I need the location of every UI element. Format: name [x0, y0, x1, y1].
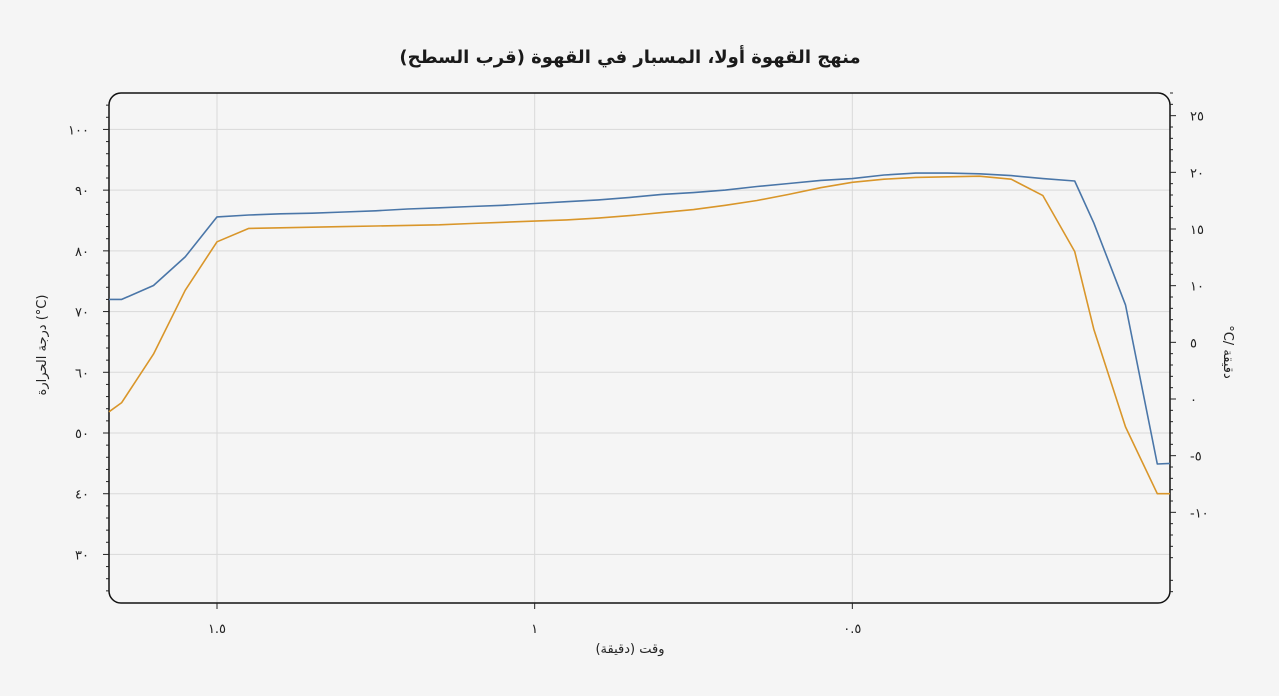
y-tick-label: ٤٠ [75, 488, 89, 503]
y2-tick-label: ١٥ [1190, 223, 1204, 238]
y2-tick-label: ٠ [1190, 393, 1197, 408]
y-axis-label: درجة الحرارة (°C) [35, 295, 50, 396]
y2-axis-label: °C/ دقيقة [1220, 325, 1235, 379]
chart-title: منهج القهوة أولا، المسبار في القهوة (قرب… [399, 45, 860, 68]
x-tick-label: ١ [531, 622, 538, 637]
y-tick-label: ٩٠ [75, 184, 89, 199]
y2-tick-label: ٢٠ [1190, 166, 1204, 181]
y2-tick-label: -٥ [1190, 450, 1202, 465]
plot-frame [108, 92, 1171, 604]
y-tick-label: ٥٠ [75, 427, 89, 442]
series-line-2 [108, 175, 1170, 495]
y-tick-label: ٦٠ [75, 366, 89, 381]
axis-layer: ٣٠ ٤٠ ٥٠ ٦٠ ٧٠ ٨٠ ٩٠ ١٠٠ -١٠ -٥ ٠ ٥ ١٠ ١٥ ٢٠ ٢٥ ١.٥ ١ ٠.٥ [68, 92, 1209, 637]
x-tick-label: ٠.٥ [843, 622, 861, 637]
y-tick-label: ٨٠ [75, 245, 89, 260]
x-axis-label: وقت (دقيقة) [595, 642, 664, 657]
y2-tick-label: -١٠ [1190, 506, 1209, 521]
series-layer [108, 172, 1171, 495]
x-tick-label: ١.٥ [208, 622, 226, 637]
series-line-1 [109, 172, 1171, 465]
grid-layer [109, 93, 1170, 603]
y-tick-label: ١٠٠ [68, 123, 89, 138]
y2-tick-label: ١٠ [1190, 280, 1204, 295]
y2-tick-label: ٥ [1190, 336, 1197, 351]
y-tick-label: ٣٠ [75, 548, 89, 563]
y-tick-label: ٧٠ [75, 306, 89, 321]
y2-tick-label: ٢٥ [1190, 110, 1204, 125]
